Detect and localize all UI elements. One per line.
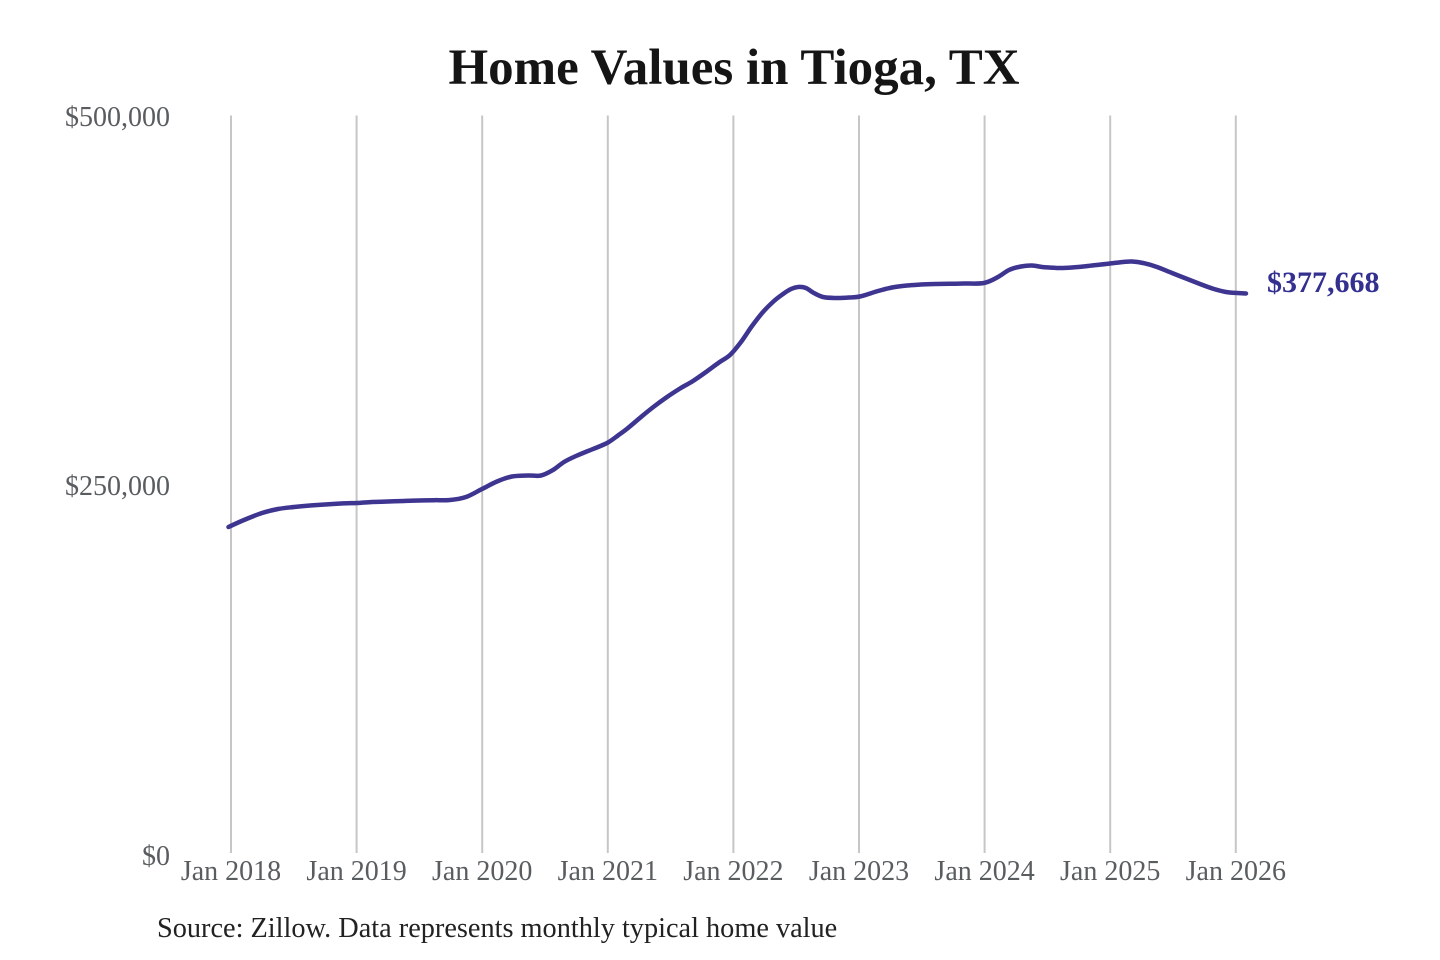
svg-text:Jan 2026: Jan 2026 <box>1186 856 1286 887</box>
svg-text:Jan 2023: Jan 2023 <box>809 856 909 887</box>
svg-text:$250,000: $250,000 <box>65 471 170 502</box>
svg-text:$0: $0 <box>142 841 170 872</box>
svg-text:Jan 2019: Jan 2019 <box>306 856 406 887</box>
svg-text:Source: Zillow. Data represent: Source: Zillow. Data represents monthly … <box>157 913 837 944</box>
svg-text:Home Values in Tioga, TX: Home Values in Tioga, TX <box>448 40 1019 96</box>
svg-text:Jan 2024: Jan 2024 <box>934 856 1034 887</box>
svg-text:Jan 2020: Jan 2020 <box>432 856 532 887</box>
svg-text:$500,000: $500,000 <box>65 102 170 133</box>
svg-text:Jan 2018: Jan 2018 <box>181 856 281 887</box>
svg-text:$377,668: $377,668 <box>1267 266 1380 299</box>
svg-text:Jan 2022: Jan 2022 <box>683 856 783 887</box>
svg-text:Jan 2025: Jan 2025 <box>1060 856 1160 887</box>
svg-text:Jan 2021: Jan 2021 <box>558 856 658 887</box>
